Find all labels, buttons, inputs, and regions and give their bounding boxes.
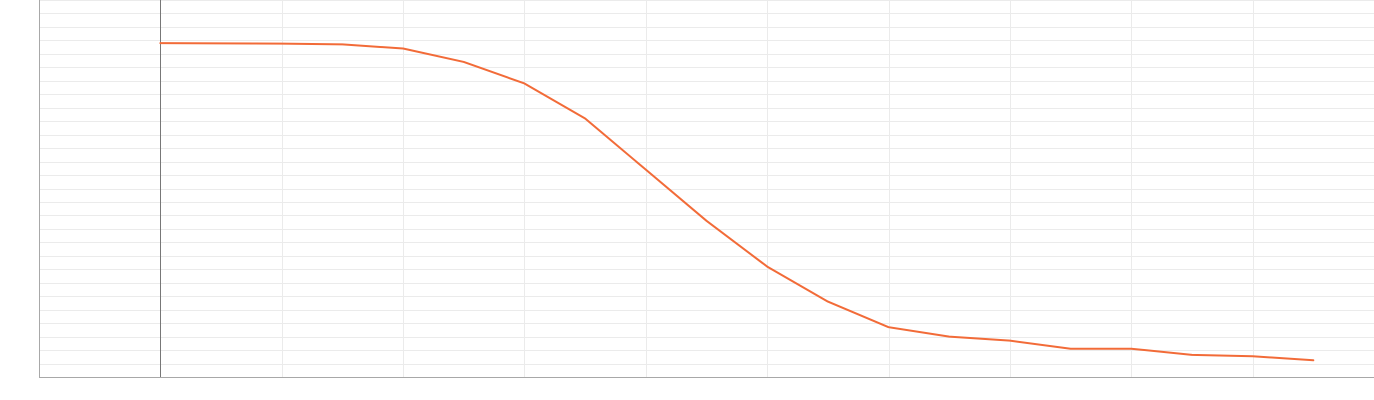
grid <box>39 0 1374 377</box>
axes <box>39 0 1374 378</box>
series-line-0 <box>159 42 1315 362</box>
series-layer <box>159 42 1315 362</box>
